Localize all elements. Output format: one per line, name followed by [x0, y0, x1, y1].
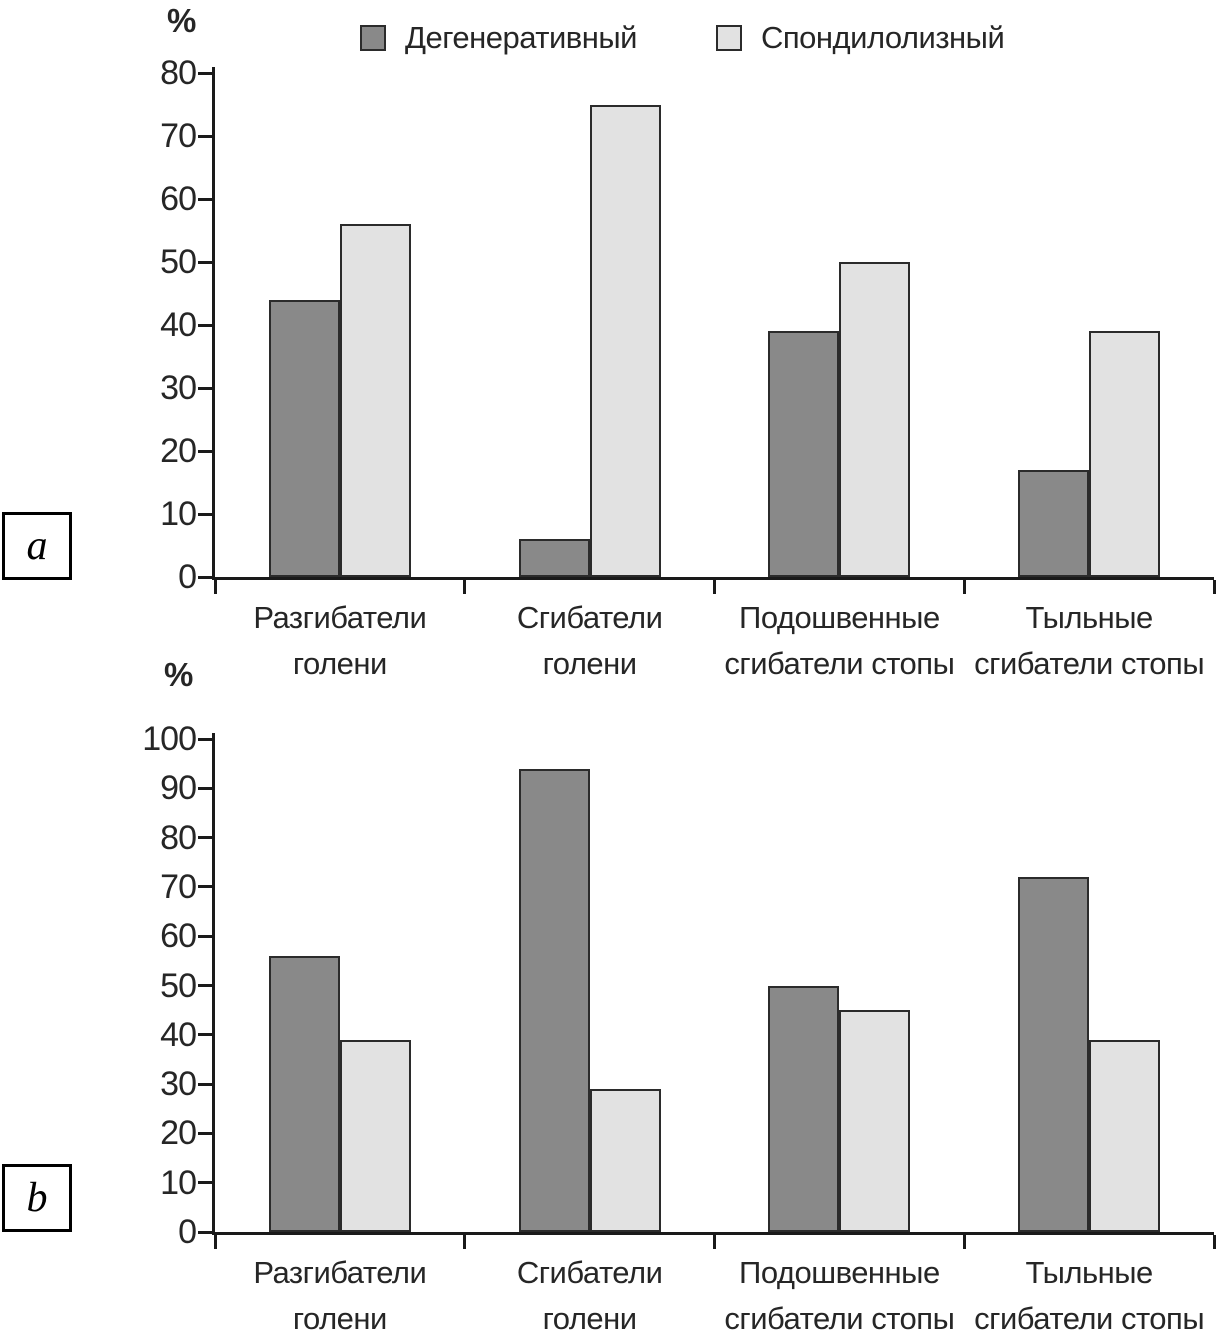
- y-tick-label: 20: [160, 432, 197, 470]
- legend-item-degenerativny: Дегенеративный: [360, 20, 637, 56]
- category-label-a-2: Сгибатели голени: [516, 600, 663, 681]
- y-tick-label: 20: [160, 1114, 197, 1153]
- y-tick: [198, 1131, 212, 1135]
- x-tick: [1212, 1235, 1216, 1249]
- category-label-b-1: Разгибатели голени: [253, 1255, 427, 1336]
- category-label-a-4: Тыльные сгибатели стопы: [974, 600, 1205, 681]
- bar-b-degenerativny-2: [518, 768, 590, 1232]
- y-axis-line: [212, 733, 215, 1232]
- y-tick-label: 70: [160, 117, 197, 155]
- y-tick-label: 40: [160, 306, 197, 344]
- y-tick: [198, 1230, 212, 1234]
- y-tick-label: 30: [160, 369, 197, 407]
- bar-b-degenerativny-1: [268, 955, 340, 1232]
- y-tick: [198, 984, 212, 987]
- bar-a-spondilolizny-3: [839, 262, 911, 577]
- bar-a-degenerativny-3: [768, 331, 840, 577]
- category-label-a-1: Разгибатели голени: [253, 600, 427, 681]
- x-axis-line: [212, 1232, 1214, 1235]
- y-tick-label: 0: [178, 1213, 197, 1251]
- x-tick: [962, 1235, 966, 1249]
- y-tick-label: 80: [160, 54, 197, 92]
- legend-label-degenerativny: Дегенеративный: [405, 20, 637, 55]
- y-tick: [198, 323, 212, 327]
- bar-a-spondilolizny-4: [1089, 331, 1161, 577]
- bar-a-degenerativny-4: [1018, 469, 1090, 577]
- y-tick: [198, 737, 212, 741]
- bar-a-spondilolizny-1: [339, 224, 411, 577]
- y-axis-line: [212, 67, 215, 577]
- legend: Дегенеративный Спондилолизный: [0, 0, 1218, 70]
- bar-a-spondilolizny-2: [589, 104, 661, 577]
- x-tick: [213, 580, 217, 594]
- y-tick: [198, 934, 212, 938]
- legend-swatch-spondilolizny: [716, 25, 742, 51]
- y-tick-label: 80: [160, 818, 197, 857]
- y-tick: [198, 575, 212, 579]
- bar-b-spondilolizny-3: [839, 1010, 911, 1232]
- x-tick: [962, 580, 966, 594]
- bar-b-degenerativny-3: [768, 985, 840, 1232]
- y-tick-label: 60: [160, 180, 197, 218]
- y-tick: [198, 836, 212, 840]
- y-tick: [198, 71, 212, 75]
- bar-b-spondilolizny-4: [1089, 1039, 1161, 1232]
- bar-b-degenerativny-4: [1018, 877, 1090, 1232]
- x-tick: [713, 1235, 716, 1249]
- y-tick-label: 90: [160, 769, 197, 808]
- legend-item-spondilolizny: Спондилолизный: [716, 20, 1005, 56]
- y-tick: [198, 449, 212, 453]
- category-label-b-2: Сгибатели голени: [516, 1255, 663, 1336]
- x-axis-line: [212, 577, 1214, 580]
- y-tick-label: 0: [178, 558, 197, 596]
- x-tick: [713, 580, 716, 594]
- panel-label-a: a: [2, 512, 72, 580]
- bar-b-spondilolizny-2: [589, 1089, 661, 1232]
- y-axis-unit-b: %: [164, 656, 193, 693]
- y-axis-unit-a: %: [167, 2, 196, 39]
- y-tick: [198, 134, 212, 138]
- x-tick: [463, 1235, 467, 1249]
- y-tick: [198, 386, 212, 390]
- panel-label-b: b: [2, 1164, 72, 1232]
- y-tick-label: 50: [160, 966, 197, 1005]
- y-tick-label: 100: [142, 720, 197, 758]
- legend-label-spondilolizny: Спондилолизный: [761, 20, 1005, 55]
- y-tick-label: 40: [160, 1015, 197, 1054]
- y-tick: [198, 260, 212, 264]
- y-tick: [198, 197, 212, 201]
- bar-b-spondilolizny-1: [339, 1039, 411, 1232]
- y-tick: [198, 885, 212, 889]
- y-tick: [198, 1033, 212, 1037]
- x-tick: [213, 1235, 217, 1249]
- y-tick-label: 50: [160, 243, 197, 281]
- category-label-b-3: Подошвенные сгибатели стопы: [724, 1255, 955, 1336]
- bar-a-degenerativny-1: [268, 299, 340, 577]
- bar-a-degenerativny-2: [518, 539, 590, 577]
- y-tick: [198, 1181, 212, 1185]
- y-tick: [198, 1082, 212, 1086]
- category-label-a-3: Подошвенные сгибатели стопы: [724, 600, 955, 681]
- y-tick-label: 30: [160, 1065, 197, 1104]
- y-tick-label: 70: [160, 867, 197, 906]
- category-label-b-4: Тыльные сгибатели стопы: [974, 1255, 1205, 1336]
- y-tick-label: 60: [160, 917, 197, 956]
- x-tick: [463, 580, 467, 594]
- x-tick: [1212, 580, 1216, 594]
- y-tick-label: 10: [160, 495, 197, 533]
- y-tick-label: 10: [160, 1163, 197, 1202]
- y-tick: [198, 512, 212, 516]
- y-tick: [198, 786, 212, 790]
- legend-swatch-degenerativny: [360, 25, 386, 51]
